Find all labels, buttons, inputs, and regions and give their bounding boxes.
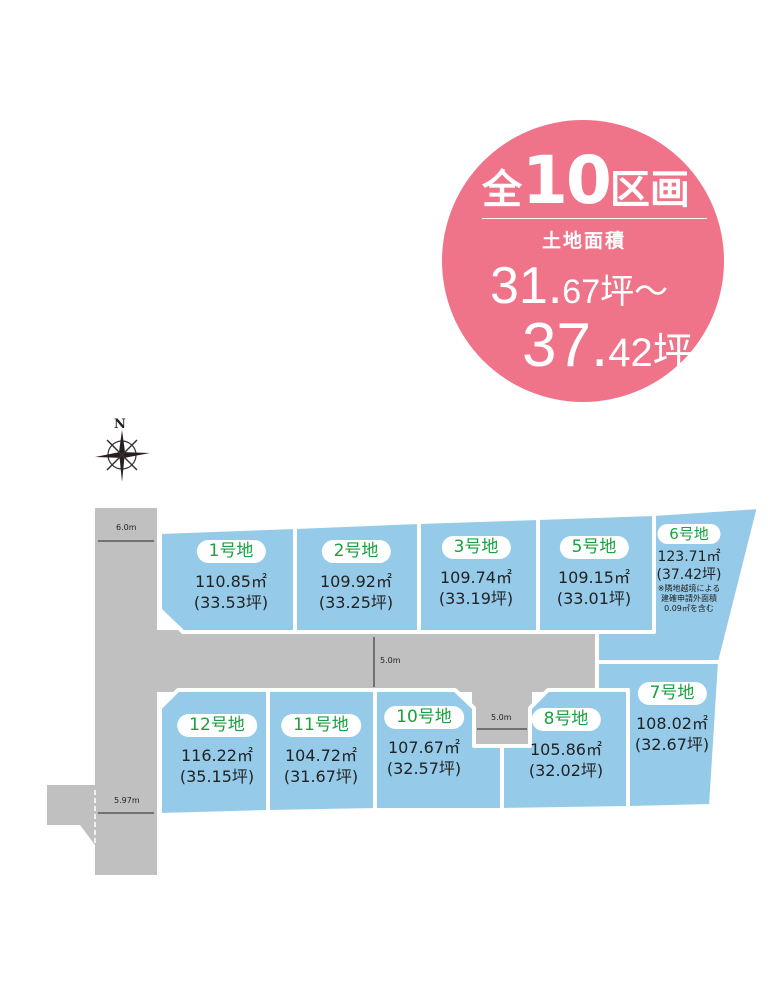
lot-label: 1号地 <box>196 540 266 563</box>
lot-3-info: 3号地 109.74㎡ (33.19坪) <box>439 536 513 609</box>
lot-area: 109.74㎡ <box>439 568 512 587</box>
road-width-top: 6.0m <box>116 523 137 532</box>
min-int: 31. <box>490 257 563 315</box>
road-width-bottom: 5.97m <box>114 796 140 805</box>
lot-area: 105.86㎡ <box>529 740 602 759</box>
lot-note: 0.09㎡を含む <box>664 604 714 613</box>
lot-area: 107.67㎡ <box>387 738 460 757</box>
lot-tsubo: (32.57坪) <box>386 759 462 778</box>
max-area: 37.42坪 <box>522 310 693 381</box>
lot-area: 116.22㎡ <box>180 746 253 765</box>
lot-label: 8号地 <box>531 708 601 731</box>
lot-tsubo: (33.01坪) <box>556 589 632 608</box>
lot-area: 109.92㎡ <box>319 572 392 591</box>
road-width-middle: 5.0m <box>380 656 401 665</box>
lot-count: 全10区画 <box>482 142 690 219</box>
area-subtitle: 土地面積 <box>542 230 627 252</box>
lot-5-info: 5号地 109.15㎡ (33.01坪) <box>557 536 631 609</box>
dimension-arrows <box>98 540 527 814</box>
lot-2-info: 2号地 109.92㎡ (33.25坪) <box>319 540 393 613</box>
lot-12-info: 12号地 116.22㎡ (35.15坪) <box>177 714 257 787</box>
lot-tsubo: (33.53坪) <box>193 593 269 612</box>
lot-tsubo: (37.42坪) <box>656 567 722 583</box>
lot-7-info: 7号地 108.02㎡ (32.67坪) <box>635 682 709 755</box>
max-dec: 42坪 <box>608 331 693 375</box>
lot-area: 110.85㎡ <box>194 572 267 591</box>
min-dec: 67坪～ <box>562 273 669 311</box>
lot-label: 2号地 <box>321 540 391 563</box>
lot-note: 建確申請外面積 <box>660 594 717 603</box>
divider <box>482 218 707 219</box>
lot-label: 10号地 <box>384 706 464 729</box>
summary-badge: 全10区画 土地面積 31.67坪～ 37.42坪 <box>442 120 724 402</box>
max-int: 37. <box>522 311 609 380</box>
lot-tsubo: (33.19坪) <box>438 589 514 608</box>
lot-tsubo: (35.15坪) <box>179 767 255 786</box>
road <box>47 508 600 875</box>
lot-10-info: 10号地 107.67㎡ (32.57坪) <box>384 706 464 779</box>
lot-tsubo: (33.25坪) <box>318 593 394 612</box>
lot-area: 109.15㎡ <box>557 568 630 587</box>
lot-1-info: 1号地 110.85㎡ (33.53坪) <box>194 540 268 613</box>
lot-tsubo: (32.02坪) <box>528 761 604 780</box>
lot-11-info: 11号地 104.72㎡ (31.67坪) <box>281 714 361 787</box>
compass-icon: N <box>95 417 150 482</box>
lot-tsubo: (32.67坪) <box>634 735 710 754</box>
lot-label: 5号地 <box>559 536 629 559</box>
lot-6-info: 6号地 123.71㎡ (37.42坪) ※隣地越境による 建確申請外面積 0.09㎡を含… <box>656 524 722 614</box>
lot-area: 104.72㎡ <box>284 746 357 765</box>
count-prefix: 全 <box>482 167 522 213</box>
lot-label: 7号地 <box>637 682 707 705</box>
lot-area: 108.02㎡ <box>635 714 708 733</box>
lot-label: 12号地 <box>177 714 257 737</box>
lot-tsubo: (31.67坪) <box>283 767 359 786</box>
lot-8-info: 8号地 105.86㎡ (32.02坪) <box>529 708 603 781</box>
lot-label: 6号地 <box>657 524 721 544</box>
notch-width: 5.0m <box>491 713 512 722</box>
min-area: 31.67坪～ <box>490 256 668 316</box>
lot-label: 3号地 <box>441 536 511 559</box>
compass-north-label: N <box>114 417 126 432</box>
lot-label: 11号地 <box>281 714 361 737</box>
count-number: 10 <box>522 142 612 219</box>
lot-area: 123.71㎡ <box>657 549 721 565</box>
count-suffix: 区画 <box>609 167 690 213</box>
lot-note: ※隣地越境による <box>657 584 721 593</box>
